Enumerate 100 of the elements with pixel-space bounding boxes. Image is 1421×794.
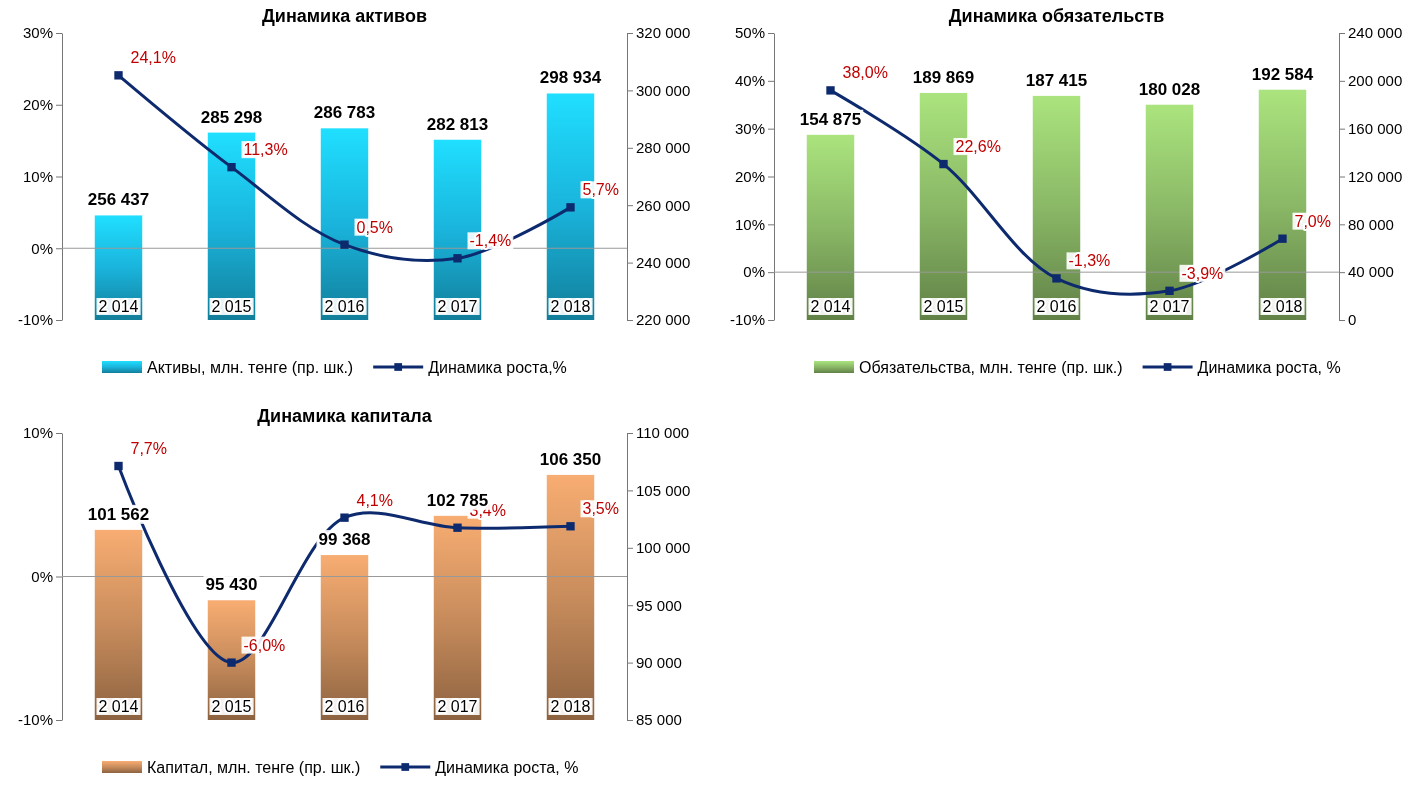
y-tick-label: 10% <box>22 424 53 442</box>
y-tick-label: 10% <box>22 167 53 185</box>
x-tick-label: 2 016 <box>1036 298 1077 315</box>
x-tick-label: 2 018 <box>1262 298 1303 315</box>
y-tick-label: 30% <box>22 24 53 42</box>
point <box>453 254 462 263</box>
y2-tick-label: 220 000 <box>636 311 691 329</box>
data-label: 38,0% <box>842 64 888 82</box>
x-tick-label: 2 018 <box>550 298 591 315</box>
data-label: 180 028 <box>1138 79 1201 99</box>
y2-tick-label: 100 000 <box>636 539 691 557</box>
data-label: 7,0% <box>1294 212 1331 230</box>
data-label: 189 869 <box>912 67 975 87</box>
y2-tick-label: 240 000 <box>1348 24 1403 42</box>
y-tick-label: -10% <box>17 311 53 329</box>
data-label: 286 783 <box>313 103 376 123</box>
y2-tick-label: 40 000 <box>1348 263 1394 281</box>
data-label: 154 875 <box>799 109 862 129</box>
y2-tick-label: 85 000 <box>636 711 682 729</box>
chart-title: Динамика капитала <box>257 406 433 426</box>
data-label: 0,5% <box>356 218 393 236</box>
point <box>114 461 123 471</box>
point <box>114 71 123 80</box>
point <box>340 513 349 522</box>
x-tick-label: 2 017 <box>1149 298 1190 315</box>
data-label: 192 584 <box>1251 64 1314 84</box>
bar <box>806 134 855 320</box>
y2-tick-label: 95 000 <box>636 596 682 614</box>
y-tick-label: 40% <box>734 72 765 90</box>
x-tick-label: 2 016 <box>324 298 365 315</box>
y2-tick-label: 320 000 <box>636 24 691 42</box>
y-tick-label: 0% <box>31 239 53 257</box>
point <box>1165 286 1174 296</box>
legend-label: Обязательства, млн. тенге (пр. шк.) <box>859 359 1123 376</box>
chart-title: Динамика обязательств <box>948 6 1165 26</box>
y-tick-label: 50% <box>734 24 765 42</box>
y2-tick-label: 300 000 <box>636 81 691 99</box>
x-tick-label: 2 017 <box>437 698 478 715</box>
data-label: 285 298 <box>200 107 263 127</box>
y2-tick-label: 200 000 <box>1348 72 1403 90</box>
data-label: 4,1% <box>356 491 393 509</box>
legend-label: Капитал, млн. тенге (пр. шк.) <box>147 759 361 776</box>
point <box>566 203 575 212</box>
y2-tick-label: 0 <box>1348 311 1357 329</box>
y2-tick-label: 280 000 <box>636 139 691 157</box>
x-tick-label: 2 016 <box>324 698 365 715</box>
data-label: 282 813 <box>426 114 489 134</box>
point <box>566 522 575 531</box>
point <box>453 523 462 532</box>
data-label: 256 437 <box>87 190 150 210</box>
y-tick-label: 30% <box>734 119 765 137</box>
x-tick-label: 2 015 <box>923 298 964 315</box>
legend-label: Динамика роста,% <box>428 359 567 376</box>
y2-tick-label: 160 000 <box>1348 119 1403 137</box>
data-label: 5,7% <box>582 181 619 199</box>
point <box>1278 234 1287 243</box>
data-label: 22,6% <box>955 138 1001 156</box>
y2-tick-label: 90 000 <box>636 653 682 671</box>
y2-tick-label: 80 000 <box>1348 215 1394 233</box>
point <box>227 658 236 667</box>
y-tick-label: 0% <box>743 263 765 281</box>
y2-tick-label: 110 000 <box>636 424 690 442</box>
y-tick-label: 0% <box>31 567 53 585</box>
legend-label: Динамика роста, % <box>1197 359 1341 376</box>
data-label: 7,7% <box>130 440 167 458</box>
data-label: 95 430 <box>205 575 258 595</box>
y2-tick-label: 240 000 <box>636 253 691 271</box>
data-label: 99 368 <box>318 530 371 550</box>
y-tick-label: -10% <box>729 311 765 329</box>
chart-title: Динамика активов <box>262 6 427 26</box>
data-label: -3,9% <box>1181 264 1224 282</box>
point <box>340 240 349 249</box>
data-label: -6,0% <box>243 636 286 654</box>
x-tick-label: 2 014 <box>98 698 139 715</box>
x-tick-label: 2 015 <box>211 698 252 715</box>
y-tick-label: 20% <box>22 96 53 114</box>
y-tick-label: -10% <box>17 711 53 729</box>
x-tick-label: 2 014 <box>98 298 139 315</box>
point <box>939 159 948 169</box>
data-label: 101 562 <box>87 504 150 524</box>
legend-label: Динамика роста, % <box>435 759 579 776</box>
data-label: 106 350 <box>539 449 602 469</box>
data-label: -1,3% <box>1068 252 1111 270</box>
y-tick-label: 20% <box>734 167 765 185</box>
y2-tick-label: 105 000 <box>636 481 691 499</box>
x-tick-label: 2 014 <box>810 298 851 315</box>
legend-label: Активы, млн. тенге (пр. шк.) <box>147 359 354 376</box>
y2-tick-label: 120 000 <box>1348 167 1403 185</box>
data-label: 24,1% <box>130 49 176 67</box>
data-label: 3,5% <box>582 500 619 518</box>
y-tick-label: 10% <box>734 215 765 233</box>
data-label: -1,4% <box>469 232 512 250</box>
data-label: 298 934 <box>539 68 602 88</box>
data-label: 187 415 <box>1025 70 1088 90</box>
data-label: 11,3% <box>243 141 288 159</box>
point <box>1052 274 1061 283</box>
x-tick-label: 2 017 <box>437 298 478 315</box>
point <box>826 86 835 95</box>
x-tick-label: 2 015 <box>211 298 252 315</box>
point <box>227 162 236 172</box>
